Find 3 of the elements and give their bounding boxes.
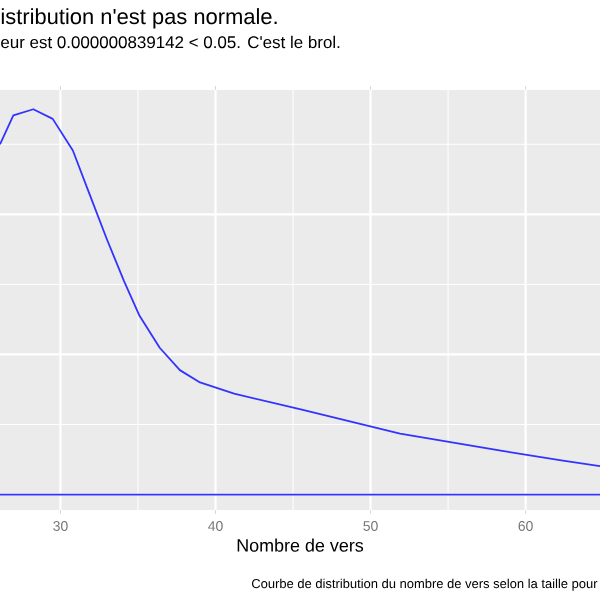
- chart-subtitle: eur est 0.000000839142 < 0.05. C'est le brol.: [1, 35, 340, 49]
- chart-title: istribution n'est pas normale.: [1, 8, 277, 29]
- x-axis-title: Nombre de vers: [237, 538, 364, 552]
